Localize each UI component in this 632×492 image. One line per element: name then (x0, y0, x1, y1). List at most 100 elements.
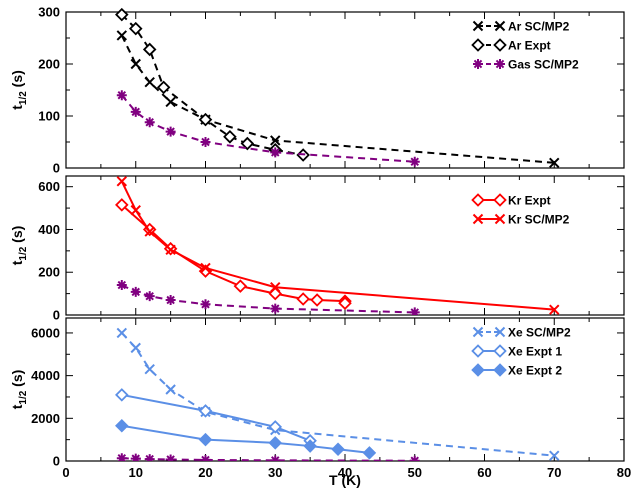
data-point (409, 455, 420, 461)
data-point (270, 303, 281, 314)
data-point (549, 157, 560, 168)
x-tick-label: 80 (617, 465, 631, 480)
data-point (270, 135, 281, 146)
data-point (310, 293, 324, 307)
data-point (165, 244, 176, 255)
data-point (233, 279, 248, 293)
data-point (338, 296, 352, 311)
panel-1: 0 100 200 300 t1/2 (s) Ar SC/MP2 Ar Expt Gas SC… (9, 5, 625, 176)
legend-marker (471, 38, 485, 52)
data-point (240, 136, 255, 151)
data-point (142, 42, 157, 57)
data-point (116, 453, 127, 461)
data-point (409, 307, 420, 315)
data-point (130, 286, 141, 297)
data-point (331, 442, 345, 457)
legend-marker (494, 20, 506, 32)
data-point (130, 58, 141, 70)
legend: Xe SC/MP2 Xe Expt 1 Xe Expt 2 (471, 326, 571, 378)
x-tick-label: 50 (408, 465, 422, 480)
x-tick-label: 30 (268, 465, 282, 480)
data-point (156, 80, 171, 95)
legend-marker (494, 213, 506, 225)
y-tick-label: 6000 (31, 325, 60, 340)
plot-frame (65, 11, 625, 169)
data-point (116, 327, 128, 339)
legend-label: Ar Expt (508, 39, 551, 53)
data-point (200, 137, 211, 147)
data-point (116, 176, 128, 187)
y-tick-label: 400 (38, 222, 60, 237)
data-point (200, 454, 211, 461)
series-gas-reference (116, 453, 420, 461)
data-point (549, 450, 560, 461)
data-point (165, 96, 176, 108)
data-point (165, 454, 176, 461)
y-tick-label: 600 (38, 179, 60, 194)
data-point (270, 455, 281, 461)
data-point (128, 21, 143, 36)
data-point (198, 404, 213, 418)
data-point (130, 453, 141, 461)
series-xe-expt-2 (115, 419, 377, 460)
legend-marker (472, 20, 484, 32)
series-line (121, 393, 311, 442)
data-point (165, 126, 176, 137)
x-tick-label: 70 (547, 465, 561, 480)
panel-3: 0 2000 4000 6000 0 10 20 30 40 50 60 70 80 t1/2 (s) T … (9, 317, 631, 488)
series-kr-sc-mp2 (116, 176, 560, 315)
legend-marker (472, 213, 484, 225)
legend: Kr Expt Kr SC/MP2 (471, 193, 570, 227)
y-tick-label: 200 (38, 265, 60, 280)
data-point (362, 446, 377, 460)
legend-marker (493, 363, 507, 377)
data-point (303, 439, 317, 453)
data-point (223, 130, 237, 144)
y-axis-title: t1/2 (s) (9, 70, 29, 110)
data-point (198, 112, 213, 127)
legend-marker (471, 363, 485, 377)
x-tick-label: 10 (129, 465, 143, 480)
series-gas-reference (116, 280, 420, 315)
series-line (121, 13, 304, 156)
data-point (200, 262, 211, 274)
legend-label: Xe Expt 1 (508, 345, 562, 359)
legend-label: Xe Expt 2 (508, 364, 562, 378)
data-point (270, 281, 281, 293)
y-tick-label: 2000 (31, 411, 60, 426)
data-point (115, 419, 129, 433)
legend-marker (495, 59, 505, 69)
legend-marker (473, 59, 483, 69)
series-ar-expt (115, 7, 310, 162)
x-tick-label: 20 (198, 465, 212, 480)
data-point (198, 432, 213, 447)
legend-marker (493, 193, 507, 207)
legend-marker (493, 38, 507, 52)
legend-label: Ar SC/MP2 (508, 20, 570, 34)
data-point (144, 291, 155, 302)
legend-marker (494, 326, 506, 338)
data-point (144, 364, 155, 375)
x-axis-title: T (K) (329, 472, 361, 488)
data-point (268, 436, 283, 450)
legend-label: Kr SC/MP2 (508, 213, 570, 227)
data-point (115, 198, 129, 212)
panel-2: 0 200 400 600 t1/2 (s) Kr Expt Kr SC/MP2 (9, 175, 625, 323)
legend-label: Kr Expt (508, 194, 551, 208)
series-xe-sc-mp2 (116, 327, 560, 461)
series-line (121, 94, 415, 163)
y-axis-title: t1/2 (s) (9, 226, 29, 266)
series-xe-expt-1 (115, 388, 317, 448)
data-point (116, 90, 127, 101)
data-point (115, 7, 129, 22)
legend: Ar SC/MP2 Ar Expt Gas SC/MP2 (471, 20, 579, 72)
data-point (144, 117, 155, 128)
legend-marker (471, 193, 485, 207)
legend-label: Gas SC/MP2 (508, 58, 579, 72)
series-kr-expt (115, 198, 352, 311)
y-axis-title: t1/2 (s) (9, 370, 29, 410)
x-tick-label: 0 (62, 465, 69, 480)
series-line (120, 34, 555, 164)
data-point (268, 420, 283, 434)
